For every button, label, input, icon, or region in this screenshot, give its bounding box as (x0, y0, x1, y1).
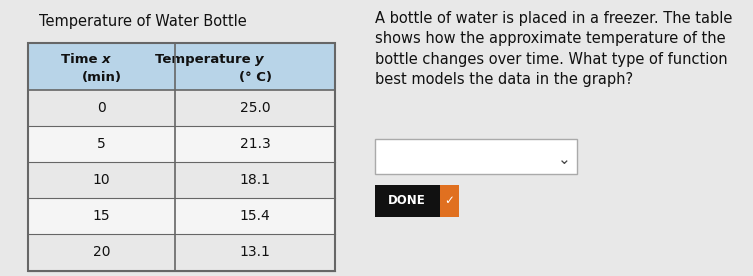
Text: (min): (min) (82, 71, 122, 84)
Text: 18.1: 18.1 (239, 173, 271, 187)
Text: y: y (255, 53, 264, 66)
Text: 5: 5 (97, 137, 106, 151)
Text: 0: 0 (97, 101, 106, 115)
Bar (29, 90, 335, 126)
Bar (29, 43, 335, 270)
Text: Temperature of Water Bottle: Temperature of Water Bottle (38, 14, 246, 28)
Text: (° C): (° C) (239, 71, 272, 84)
Bar (375, 185, 440, 217)
Text: ✓: ✓ (444, 195, 454, 208)
Bar (440, 185, 459, 217)
Text: 20: 20 (93, 245, 111, 259)
Text: Temperature: Temperature (155, 53, 255, 66)
Bar (29, 198, 335, 234)
Text: 13.1: 13.1 (239, 245, 270, 259)
Text: 25.0: 25.0 (240, 101, 270, 115)
Text: 10: 10 (93, 173, 111, 187)
Bar (29, 162, 335, 198)
Text: A bottle of water is placed in a freezer. The table
shows how the approximate te: A bottle of water is placed in a freezer… (375, 11, 732, 87)
Text: 21.3: 21.3 (240, 137, 270, 151)
Text: x: x (102, 53, 110, 66)
Text: 15.4: 15.4 (240, 209, 270, 223)
Bar (29, 126, 335, 162)
Text: DONE: DONE (389, 195, 426, 208)
Bar (375, 139, 578, 174)
Bar (29, 234, 335, 270)
Text: ⌄: ⌄ (557, 152, 570, 167)
Text: 15: 15 (93, 209, 111, 223)
Text: Time: Time (60, 53, 102, 66)
Bar (29, 43, 335, 90)
